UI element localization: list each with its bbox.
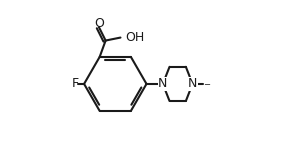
Text: OH: OH [125, 31, 144, 44]
Text: N: N [158, 77, 168, 90]
Text: ─: ─ [204, 79, 209, 88]
Text: F: F [72, 77, 79, 90]
Text: N: N [188, 77, 197, 90]
Text: O: O [94, 17, 104, 30]
